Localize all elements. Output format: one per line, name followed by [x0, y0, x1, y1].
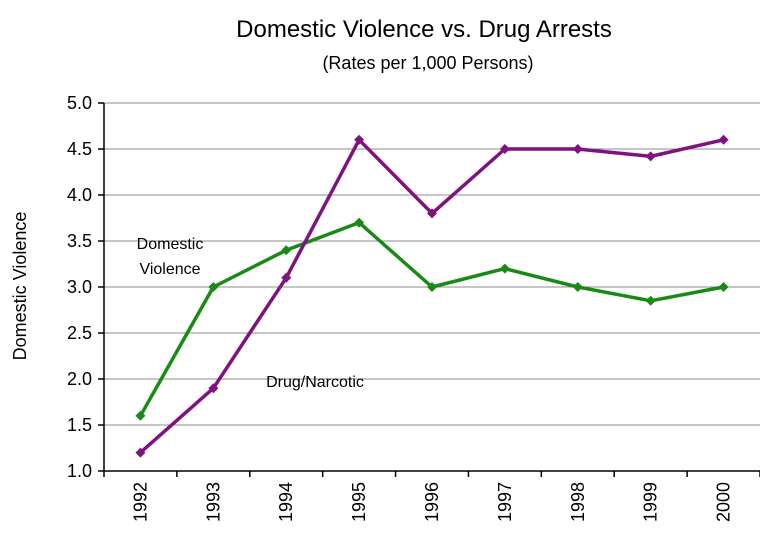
- data-point-domestic-violence: [281, 245, 292, 256]
- y-tick-labels: 1.0 1.5 2.0 2.5 3.0 3.5 4.0 4.5 5.0: [67, 93, 92, 481]
- data-point-drug-narcotic: [135, 447, 146, 458]
- x-tick-label: 1992: [130, 482, 150, 522]
- data-point-domestic-violence: [718, 282, 729, 292]
- y-tick-label: 2.5: [67, 323, 92, 343]
- x-tick-label: 1998: [568, 482, 588, 522]
- chart-subtitle: (Rates per 1,000 Persons): [322, 53, 533, 73]
- data-point-drug-narcotic: [645, 151, 656, 162]
- chart-title: Domestic Violence vs. Drug Arrests: [236, 16, 612, 43]
- series-label-domestic-violence-line2: Violence: [139, 261, 200, 278]
- y-tick-label: 3.0: [67, 277, 92, 297]
- x-tick-label: 1997: [495, 482, 515, 522]
- data-point-domestic-violence: [354, 217, 365, 228]
- series-label-domestic-violence-line1: Domestic: [137, 236, 204, 253]
- y-tick-label: 1.0: [67, 461, 92, 481]
- data-point-domestic-violence: [135, 410, 146, 421]
- y-tick-label: 4.5: [67, 139, 92, 159]
- data-point-drug-narcotic: [499, 144, 510, 154]
- x-tick-label: 1996: [422, 482, 442, 522]
- y-tick-label: 5.0: [67, 93, 92, 113]
- data-point-domestic-violence: [208, 282, 219, 292]
- x-tick-label: 1995: [349, 482, 369, 522]
- x-tick-label: 1994: [276, 482, 296, 522]
- data-point-drug-narcotic: [427, 208, 437, 219]
- y-tick-label: 2.0: [67, 369, 92, 389]
- data-point-drug-narcotic: [354, 134, 365, 145]
- series: [135, 134, 729, 458]
- y-axis-label: Domestic Violence: [10, 212, 30, 361]
- data-point-drug-narcotic: [208, 383, 219, 394]
- data-point-drug-narcotic: [572, 144, 583, 154]
- y-tick-label: 3.5: [67, 231, 92, 251]
- series-label-drug-narcotic: Drug/Narcotic: [266, 374, 364, 391]
- data-point-domestic-violence: [427, 282, 437, 292]
- axes: [98, 102, 760, 477]
- y-tick-label: 1.5: [67, 415, 92, 435]
- gridlines: [104, 102, 760, 426]
- x-tick-label: 2000: [714, 482, 734, 522]
- x-tick-label: 1999: [641, 482, 661, 522]
- data-point-drug-narcotic: [281, 272, 292, 283]
- x-tick-label: 1993: [203, 482, 223, 522]
- data-point-domestic-violence: [499, 263, 510, 274]
- x-tick-labels: 1992 1993 1994 1995 1996 1997 1998 1999 2000: [130, 482, 733, 522]
- series-line-drug-narcotic: [139, 138, 724, 454]
- series-line-domestic-violence: [138, 220, 724, 417]
- data-point-domestic-violence: [572, 282, 583, 292]
- data-point-drug-narcotic: [718, 134, 729, 145]
- data-point-domestic-violence: [645, 295, 656, 306]
- y-tick-label: 4.0: [67, 185, 92, 205]
